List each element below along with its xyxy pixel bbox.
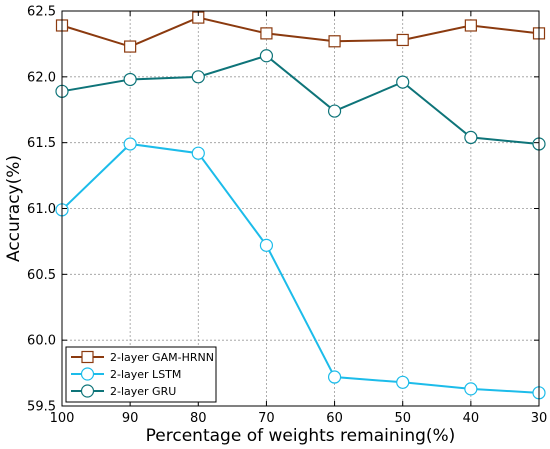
y-tick-label: 61.5 <box>27 136 56 151</box>
legend-label: 2-layer LSTM <box>110 368 181 381</box>
y-tick-label: 60.5 <box>27 268 56 283</box>
data-point <box>327 370 342 384</box>
legend-marker <box>80 384 95 398</box>
legend-marker <box>81 350 94 364</box>
x-tick-label: 40 <box>463 411 480 426</box>
data-point <box>124 40 137 53</box>
series-line <box>61 54 540 145</box>
axis-ticks: 100 90 80 70 60 50 40 30 59.5 60.0 60.5 61.0 61.5 62.… <box>27 5 547 427</box>
x-tick-label: 50 <box>394 411 411 426</box>
data-point <box>259 238 274 252</box>
series-0 <box>55 11 546 53</box>
data-point <box>464 130 478 144</box>
y-tick-label: 62.0 <box>27 70 56 85</box>
y-tick-label: 59.5 <box>27 400 56 415</box>
x-tick-label: 90 <box>122 411 139 426</box>
x-tick-label: 80 <box>190 411 207 426</box>
data-point <box>396 75 410 89</box>
y-tick-label: 60.0 <box>27 334 56 349</box>
data-point <box>260 27 273 40</box>
data-point <box>191 70 205 84</box>
x-tick-label: 60 <box>326 411 343 426</box>
legend-marker <box>80 367 95 381</box>
data-point <box>123 137 137 151</box>
data-point <box>191 146 205 160</box>
y-tick-label: 61.0 <box>27 202 56 217</box>
legend-label: 2-layer GAM-HRNN <box>110 351 214 364</box>
data-point <box>328 35 341 48</box>
y-tick-label: 62.5 <box>27 5 56 20</box>
series-line <box>61 16 540 48</box>
series-2 <box>55 49 546 151</box>
series-lines <box>55 11 546 400</box>
data-point <box>396 375 410 389</box>
series-line <box>61 142 540 394</box>
data-point <box>123 72 137 87</box>
data-point <box>327 104 342 118</box>
x-tick-label: 70 <box>258 411 275 426</box>
data-point <box>259 49 274 63</box>
data-point <box>396 33 409 47</box>
x-axis-label: Percentage of weights remaining(%) <box>146 426 456 446</box>
x-tick-label: 100 <box>50 411 75 426</box>
y-axis-label: Accuracy(%) <box>4 155 24 262</box>
data-point <box>464 382 478 396</box>
x-tick-label: 30 <box>531 411 548 426</box>
legend-label: 2-layer GRU <box>110 385 176 398</box>
legend: 2-layer GAM-HRNN 2-layer LSTM 2-layer GRU <box>65 346 217 403</box>
data-point <box>464 19 477 32</box>
